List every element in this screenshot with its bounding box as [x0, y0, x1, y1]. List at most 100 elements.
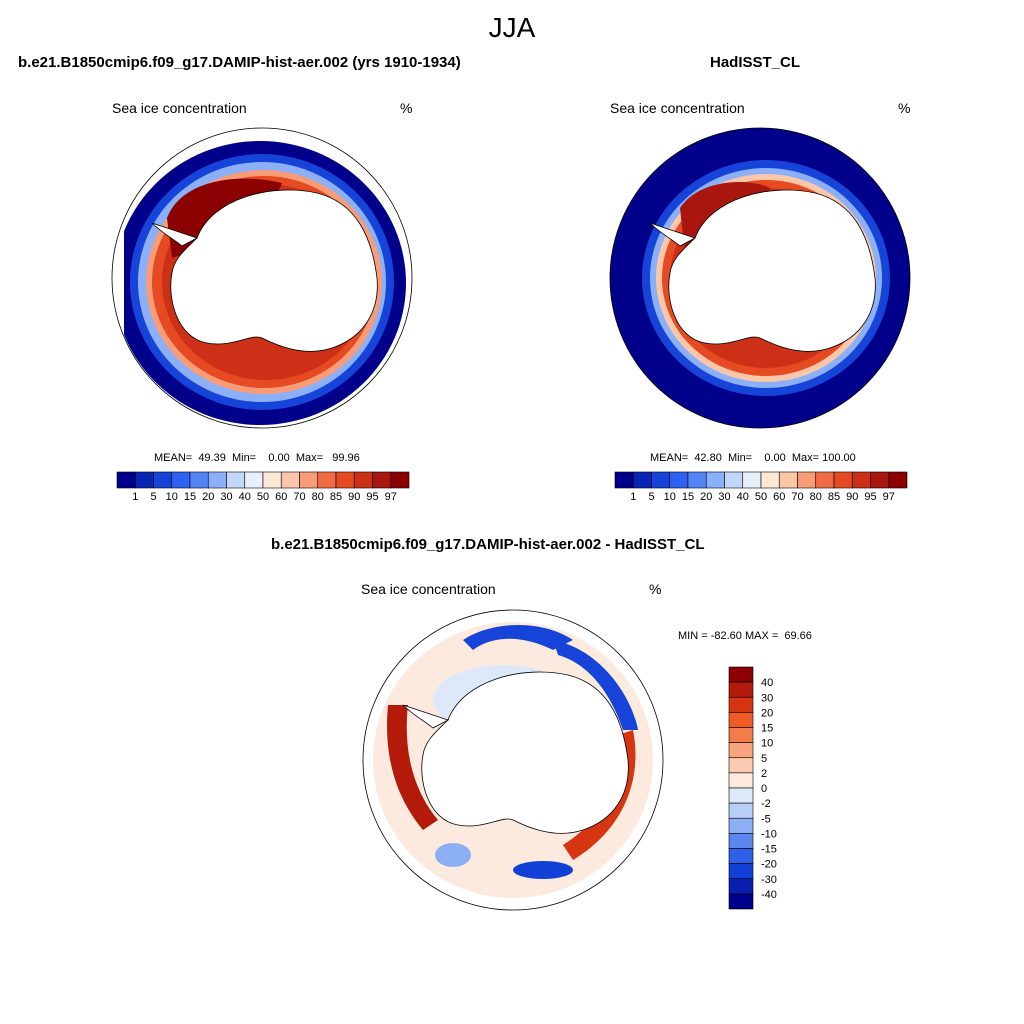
main-title: JJA — [488, 12, 536, 43]
colorbar-swatch — [797, 471, 817, 489]
colorbar-swatch — [728, 848, 754, 864]
colorbar-swatch — [171, 471, 191, 489]
panel3-unit-label: % — [649, 581, 662, 597]
colorbar-tick-label: 20 — [700, 491, 712, 503]
colorbar-swatch — [728, 772, 754, 789]
colorbar-tick-label: -40 — [761, 889, 777, 901]
map-model — [112, 128, 412, 428]
panel1-variable-label: Sea ice concentration — [112, 100, 247, 116]
colorbar-swatch — [299, 471, 319, 489]
colorbar-swatch — [833, 471, 853, 489]
colorbar-swatch — [724, 471, 744, 489]
colorbar-tick-label: 50 — [257, 491, 269, 503]
map-observed-border — [609, 127, 911, 429]
colorbar-swatch — [687, 471, 707, 489]
colorbar-tick-label: 5 — [150, 491, 156, 503]
panel3-stats: MIN = -82.60 MAX = 69.66 — [678, 630, 812, 642]
colorbar-observed: 1 5 10 15 20 30 40 50 60 70 80 85 90 95 97 — [614, 471, 908, 503]
map-model-border — [111, 127, 413, 429]
colorbar-tick-label: 15 — [761, 723, 773, 735]
colorbar-swatch — [728, 833, 754, 849]
colorbar-tick-label: 1 — [630, 491, 636, 503]
colorbar-swatch — [207, 471, 227, 489]
panel2-variable-label: Sea ice concentration — [610, 100, 745, 116]
colorbar-tick-label: 85 — [330, 491, 342, 503]
colorbar-tick-label: 1 — [132, 491, 138, 503]
colorbar-swatch — [153, 471, 173, 489]
colorbar-swatch — [728, 696, 754, 713]
panel3-variable-label: Sea ice concentration — [361, 581, 496, 597]
colorbar-tick-label: 80 — [810, 491, 822, 503]
colorbar-tick-label: 97 — [385, 491, 397, 503]
colorbar-tick-label: 40 — [761, 677, 773, 689]
colorbar-tick-label: 0 — [761, 783, 767, 795]
colorbar-tick-label: 97 — [883, 491, 895, 503]
colorbar-swatch — [244, 471, 264, 489]
colorbar-tick-label: 90 — [846, 491, 858, 503]
colorbar-swatch — [778, 471, 798, 489]
colorbar-swatch — [728, 712, 754, 728]
colorbar-swatch — [728, 727, 754, 743]
colorbar-tick-label: -30 — [761, 874, 777, 886]
colorbar-swatch — [728, 757, 754, 774]
colorbar-swatch — [632, 471, 652, 489]
colorbar-tick-label: 95 — [366, 491, 378, 503]
colorbar-swatch — [728, 787, 754, 804]
colorbar-swatch — [888, 471, 908, 489]
colorbar-tick-label: 5 — [761, 753, 767, 765]
map-observed — [610, 128, 910, 428]
colorbar-tick-label: 30 — [718, 491, 730, 503]
colorbar-tick-label: 10 — [664, 491, 676, 503]
panel2-unit-label: % — [898, 100, 911, 116]
colorbar-tick-label: 15 — [184, 491, 196, 503]
panel1-title: b.e21.B1850cmip6.f09_g17.DAMIP-hist-aer.… — [18, 54, 461, 71]
panel2-title: HadISST_CL — [710, 54, 801, 71]
colorbar-swatch — [742, 471, 762, 489]
colorbar-tick-label: -5 — [761, 813, 771, 825]
colorbar-tick-label: 20 — [202, 491, 214, 503]
colorbar-tick-label: 10 — [166, 491, 178, 503]
colorbar-swatch — [728, 666, 754, 683]
colorbar-swatch — [614, 471, 634, 489]
colorbar-tick-label: -15 — [761, 844, 777, 856]
colorbar-tick-label: -2 — [761, 798, 771, 810]
colorbar-tick-label: 5 — [648, 491, 654, 503]
colorbar-swatch — [870, 471, 890, 489]
colorbar-swatch — [851, 471, 871, 489]
colorbar-tick-label: 40 — [239, 491, 251, 503]
colorbar-swatch — [353, 471, 373, 489]
colorbar-tick-label: 60 — [773, 491, 785, 503]
colorbar-tick-label: 15 — [682, 491, 694, 503]
colorbar-tick-label: 40 — [737, 491, 749, 503]
colorbar-tick-label: -20 — [761, 859, 777, 871]
colorbar-tick-label: 95 — [864, 491, 876, 503]
colorbar-tick-label: 90 — [348, 491, 360, 503]
colorbar-swatch — [728, 817, 754, 834]
colorbar-swatch — [280, 471, 300, 489]
colorbar-swatch — [728, 878, 754, 895]
colorbar-tick-label: 60 — [275, 491, 287, 503]
colorbar-swatch — [262, 471, 282, 489]
colorbar-swatch — [189, 471, 209, 489]
colorbar-swatch — [728, 893, 754, 910]
colorbar-swatch — [226, 471, 246, 489]
colorbar-swatch — [390, 471, 410, 489]
colorbar-tick-label: 30 — [220, 491, 232, 503]
colorbar-tick-label: 80 — [312, 491, 324, 503]
colorbar-swatch — [116, 471, 136, 489]
colorbar-swatch — [705, 471, 725, 489]
colorbar-swatch — [372, 471, 392, 489]
colorbar-swatch — [317, 471, 337, 489]
colorbar-swatch — [134, 471, 154, 489]
panel1-unit-label: % — [400, 100, 413, 116]
colorbar-model: 1 5 10 15 20 30 40 50 60 70 80 85 90 95 97 — [116, 471, 410, 503]
panel1-stats: MEAN= 49.39 Min= 0.00 Max= 99.96 — [154, 452, 360, 464]
colorbar-tick-label: 85 — [828, 491, 840, 503]
colorbar-tick-label: -10 — [761, 828, 777, 840]
colorbar-swatch — [728, 681, 754, 698]
colorbar-swatch — [728, 863, 754, 880]
map-difference-border — [362, 609, 664, 911]
colorbar-swatch — [651, 471, 671, 489]
